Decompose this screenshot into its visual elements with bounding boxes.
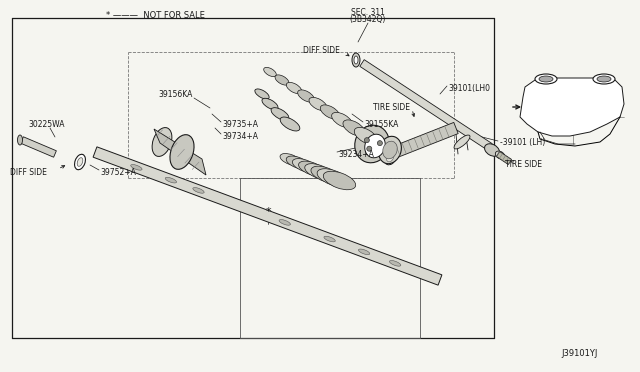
- Ellipse shape: [131, 164, 142, 170]
- Text: 39156KA: 39156KA: [158, 90, 193, 99]
- Ellipse shape: [539, 76, 553, 82]
- Ellipse shape: [286, 156, 308, 169]
- Ellipse shape: [332, 112, 353, 128]
- Text: 39734+A: 39734+A: [222, 131, 258, 141]
- Ellipse shape: [597, 76, 611, 82]
- Ellipse shape: [324, 236, 335, 242]
- Ellipse shape: [367, 146, 372, 151]
- Text: (3B342Q): (3B342Q): [350, 15, 386, 23]
- Ellipse shape: [193, 187, 204, 193]
- Text: *: *: [265, 207, 271, 217]
- Text: 30225WA: 30225WA: [28, 119, 65, 128]
- Ellipse shape: [593, 74, 615, 84]
- Ellipse shape: [355, 125, 389, 163]
- Polygon shape: [20, 137, 56, 157]
- Ellipse shape: [17, 135, 22, 145]
- Ellipse shape: [311, 166, 340, 183]
- Text: * ———  NOT FOR SALE: * ——— NOT FOR SALE: [106, 10, 204, 19]
- Polygon shape: [520, 78, 624, 136]
- Ellipse shape: [354, 56, 358, 64]
- Ellipse shape: [323, 171, 356, 190]
- Text: DIFF SIDE: DIFF SIDE: [303, 45, 340, 55]
- Polygon shape: [154, 129, 206, 175]
- Text: TIRE SIDE: TIRE SIDE: [505, 160, 542, 169]
- Text: J39101YJ: J39101YJ: [562, 350, 598, 359]
- Ellipse shape: [165, 177, 177, 183]
- Ellipse shape: [358, 249, 370, 255]
- Ellipse shape: [170, 135, 194, 169]
- Ellipse shape: [280, 117, 300, 131]
- Ellipse shape: [352, 53, 360, 67]
- Ellipse shape: [77, 158, 83, 166]
- Ellipse shape: [280, 154, 301, 166]
- Text: SEC. 311: SEC. 311: [351, 7, 385, 16]
- Text: 39752+A: 39752+A: [100, 167, 136, 176]
- Ellipse shape: [275, 75, 289, 85]
- Text: DIFF SIDE: DIFF SIDE: [10, 167, 47, 176]
- Ellipse shape: [264, 67, 276, 77]
- Ellipse shape: [454, 135, 470, 149]
- Ellipse shape: [279, 219, 291, 225]
- Text: TIRE SIDE: TIRE SIDE: [374, 103, 410, 112]
- Ellipse shape: [286, 82, 301, 94]
- Text: 39155KA: 39155KA: [364, 119, 398, 128]
- Ellipse shape: [75, 154, 85, 170]
- Ellipse shape: [365, 134, 385, 158]
- Ellipse shape: [343, 120, 365, 136]
- Polygon shape: [393, 122, 458, 158]
- Ellipse shape: [379, 136, 401, 164]
- Ellipse shape: [364, 138, 369, 143]
- Ellipse shape: [292, 158, 317, 172]
- Text: -39101 (LH): -39101 (LH): [500, 138, 545, 147]
- Ellipse shape: [355, 127, 378, 145]
- Ellipse shape: [317, 169, 348, 186]
- Text: 39234+A: 39234+A: [338, 150, 374, 158]
- Ellipse shape: [535, 74, 557, 84]
- Ellipse shape: [484, 144, 499, 156]
- Polygon shape: [360, 60, 492, 150]
- Ellipse shape: [255, 89, 269, 99]
- Text: 39101(LH0: 39101(LH0: [448, 83, 490, 93]
- Ellipse shape: [387, 152, 394, 162]
- Ellipse shape: [271, 108, 289, 120]
- Ellipse shape: [298, 90, 314, 102]
- Ellipse shape: [384, 149, 396, 165]
- Ellipse shape: [262, 98, 278, 110]
- Ellipse shape: [299, 161, 324, 176]
- Text: 39735+A: 39735+A: [222, 119, 258, 128]
- Polygon shape: [93, 147, 442, 285]
- Ellipse shape: [320, 105, 340, 119]
- Ellipse shape: [495, 151, 505, 159]
- Polygon shape: [497, 151, 511, 164]
- Ellipse shape: [378, 141, 382, 145]
- Ellipse shape: [309, 97, 327, 110]
- Ellipse shape: [305, 164, 332, 179]
- Ellipse shape: [152, 128, 172, 157]
- Ellipse shape: [390, 260, 401, 266]
- Ellipse shape: [383, 141, 397, 159]
